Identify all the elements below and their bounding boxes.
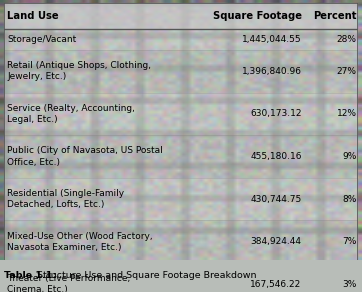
Text: 27%: 27% [337, 67, 357, 76]
Text: Theater (Live Performance,
Cinema, Etc.): Theater (Live Performance, Cinema, Etc.) [7, 274, 130, 292]
Text: Land Use: Land Use [7, 11, 59, 21]
Text: 384,924.44: 384,924.44 [251, 237, 302, 246]
Bar [4, 263, 358, 292]
Bar [4, 29, 358, 50]
Text: Public (City of Navasota, US Postal
Office, Etc.): Public (City of Navasota, US Postal Offi… [7, 146, 163, 166]
Text: Percent: Percent [313, 11, 357, 21]
Bar [4, 3, 358, 29]
Text: 8%: 8% [342, 194, 357, 204]
Text: 9%: 9% [342, 152, 357, 161]
Text: 12%: 12% [337, 110, 357, 119]
Text: 455,180.16: 455,180.16 [250, 152, 302, 161]
Bar [4, 50, 358, 93]
Bar [4, 93, 358, 135]
Text: 430,744.75: 430,744.75 [251, 194, 302, 204]
Text: 1,445,044.55: 1,445,044.55 [242, 35, 302, 44]
Text: 7%: 7% [342, 237, 357, 246]
Bar [4, 135, 358, 178]
Bar [4, 178, 358, 220]
Text: Service (Realty, Accounting,
Legal, Etc.): Service (Realty, Accounting, Legal, Etc.… [7, 104, 135, 124]
Text: Storage/Vacant: Storage/Vacant [7, 35, 76, 44]
Bar [4, 220, 358, 263]
Text: 3%: 3% [342, 280, 357, 288]
Text: Residential (Single-Family
Detached, Lofts, Etc.): Residential (Single-Family Detached, Lof… [7, 189, 124, 209]
Text: 167,546.22: 167,546.22 [251, 280, 302, 288]
Text: 1,396,840.96: 1,396,840.96 [241, 67, 302, 76]
Text: Mixed-Use Other (Wood Factory,
Navasota Examiner, Etc.): Mixed-Use Other (Wood Factory, Navasota … [7, 232, 153, 252]
Text: Square Footage: Square Footage [212, 11, 302, 21]
Text: Table 1.1:: Table 1.1: [4, 272, 56, 280]
Text: 28%: 28% [337, 35, 357, 44]
Text: 630,173.12: 630,173.12 [250, 110, 302, 119]
Text: Structure Use and Square Footage Breakdown: Structure Use and Square Footage Breakdo… [34, 272, 257, 280]
Text: Retail (Antique Shops, Clothing,
Jewelry, Etc.): Retail (Antique Shops, Clothing, Jewelry… [7, 61, 151, 81]
